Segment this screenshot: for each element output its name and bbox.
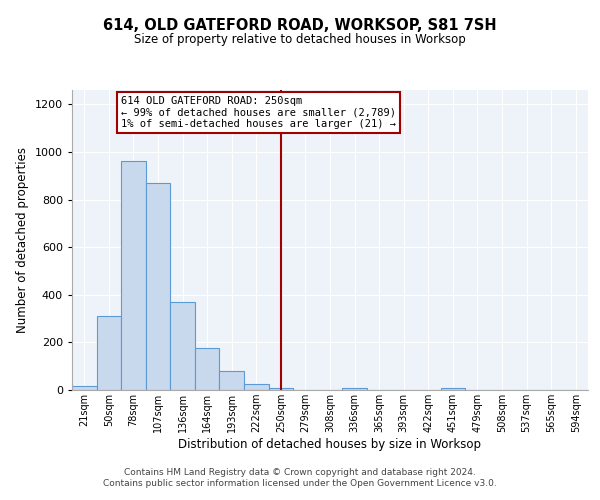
Bar: [244, 384, 269, 390]
Text: Size of property relative to detached houses in Worksop: Size of property relative to detached ho…: [134, 32, 466, 46]
Bar: [170, 302, 195, 390]
Bar: [97, 316, 121, 390]
Text: 614 OLD GATEFORD ROAD: 250sqm
← 99% of detached houses are smaller (2,789)
1% of: 614 OLD GATEFORD ROAD: 250sqm ← 99% of d…: [121, 96, 396, 129]
X-axis label: Distribution of detached houses by size in Worksop: Distribution of detached houses by size …: [179, 438, 482, 451]
Bar: [342, 388, 367, 390]
Text: Contains HM Land Registry data © Crown copyright and database right 2024.
Contai: Contains HM Land Registry data © Crown c…: [103, 468, 497, 487]
Text: 614, OLD GATEFORD ROAD, WORKSOP, S81 7SH: 614, OLD GATEFORD ROAD, WORKSOP, S81 7SH: [103, 18, 497, 32]
Bar: [121, 162, 146, 390]
Bar: [220, 371, 244, 390]
Y-axis label: Number of detached properties: Number of detached properties: [16, 147, 29, 333]
Bar: [146, 183, 170, 390]
Bar: [440, 388, 465, 390]
Bar: [269, 388, 293, 390]
Bar: [195, 348, 220, 390]
Bar: [72, 386, 97, 390]
